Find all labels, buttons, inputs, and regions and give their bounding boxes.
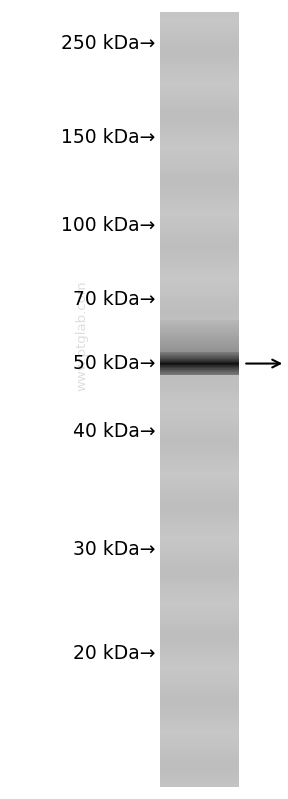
Text: 150 kDa→: 150 kDa→ bbox=[61, 128, 156, 147]
Text: 40 kDa→: 40 kDa→ bbox=[73, 422, 156, 441]
Text: 250 kDa→: 250 kDa→ bbox=[61, 34, 156, 54]
Text: 50 kDa→: 50 kDa→ bbox=[73, 354, 156, 373]
Text: 100 kDa→: 100 kDa→ bbox=[61, 216, 156, 235]
Text: www.ptglab.com: www.ptglab.com bbox=[75, 280, 89, 391]
Text: 30 kDa→: 30 kDa→ bbox=[73, 540, 156, 559]
Text: 20 kDa→: 20 kDa→ bbox=[73, 644, 156, 663]
Text: 70 kDa→: 70 kDa→ bbox=[73, 290, 156, 309]
